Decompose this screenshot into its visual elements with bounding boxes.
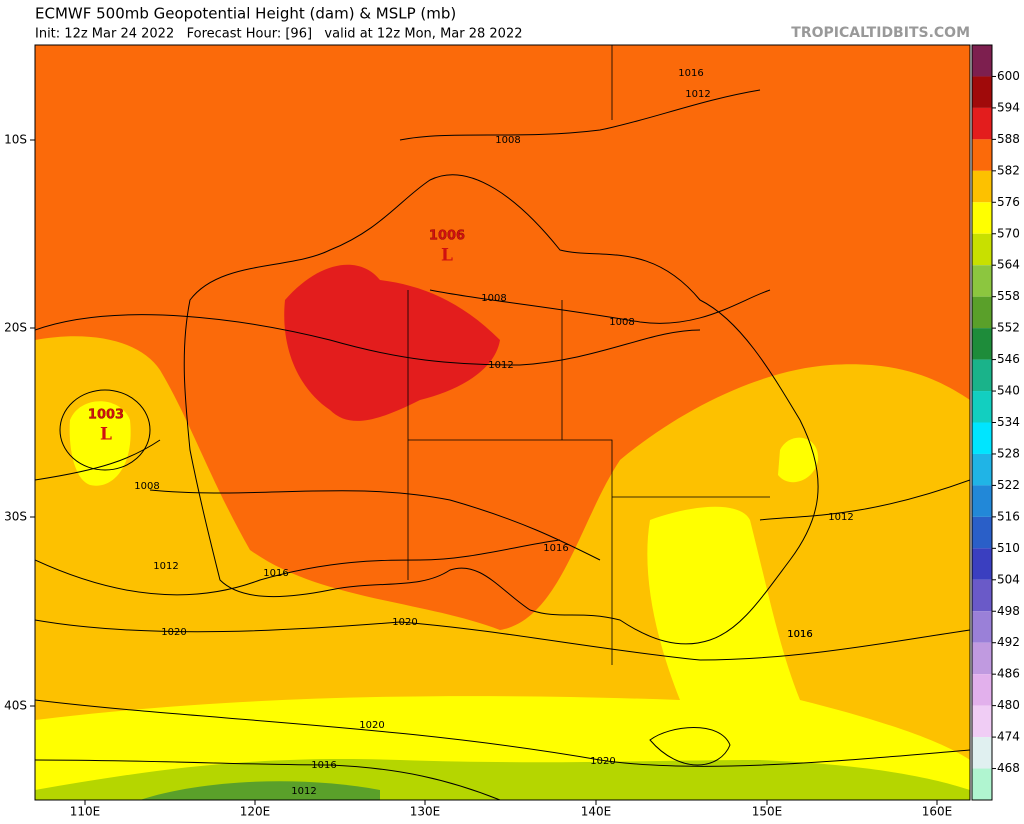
contour-label: 1012 — [153, 561, 178, 572]
low-pressure: 1003 — [88, 408, 124, 423]
colorbar-label: 504 — [997, 572, 1020, 586]
colorbar-label: 582 — [997, 163, 1020, 177]
contour-label: 1016 — [311, 760, 336, 771]
colorbar-cell — [972, 202, 992, 234]
colorbar: 600 594 588 582 576 570 564 558 552 546 540 534 528 5… — [971, 44, 1020, 801]
contour-label: 1008 — [495, 135, 520, 146]
colorbar-cell — [972, 768, 992, 800]
colorbar-cell — [972, 107, 992, 140]
contour-label: 1012 — [828, 512, 853, 523]
low-symbol: L — [441, 246, 453, 266]
lon-label: 130E — [410, 805, 441, 819]
colorbar-cell — [972, 233, 992, 266]
contour-label: 1020 — [161, 627, 186, 638]
colorbar-cell — [972, 296, 992, 329]
colorbar-cell — [972, 265, 992, 297]
colorbar-label: 492 — [997, 635, 1020, 649]
colorbar-label: 468 — [997, 761, 1020, 775]
colorbar-cell — [972, 737, 992, 769]
colorbar-label: 600 — [997, 69, 1020, 83]
colorbar-cell — [972, 76, 992, 108]
colorbar-label: 522 — [997, 478, 1020, 492]
colorbar-cell — [972, 453, 992, 486]
contour-label: 1016 — [263, 568, 288, 579]
lat-label: 30S — [4, 510, 27, 524]
contour-label: 1012 — [685, 89, 710, 100]
source: TROPICALTIDBITS.COM — [791, 25, 970, 41]
colorbar-label: 516 — [997, 509, 1020, 523]
colorbar-label: 528 — [997, 446, 1020, 460]
colorbar-label: 558 — [997, 289, 1020, 303]
contour-label: 1008 — [481, 293, 506, 304]
map-frame — [34, 44, 971, 801]
colorbar-label: 474 — [997, 730, 1020, 744]
contour-label: 1016 — [787, 629, 812, 640]
colorbar-cell — [972, 674, 992, 706]
colorbar-cell — [972, 139, 992, 171]
lon-label: 150E — [752, 805, 783, 819]
colorbar-label: 576 — [997, 195, 1020, 209]
lon-label: 120E — [240, 805, 271, 819]
colorbar-cell — [972, 485, 992, 517]
colorbar-cell — [972, 516, 992, 549]
contour-label: 1020 — [392, 617, 417, 628]
colorbar-label: 534 — [997, 415, 1020, 429]
subtitle: Init: 12z Mar 24 2022 Forecast Hour: [96… — [35, 27, 522, 42]
colorbar-label: 588 — [997, 132, 1020, 146]
low-pressure: 1006 — [429, 229, 465, 244]
colorbar-cell — [972, 359, 992, 392]
contour-label: 1012 — [291, 786, 316, 797]
contour-label: 1012 — [488, 360, 513, 371]
colorbar-cell — [972, 170, 992, 203]
colorbar-cell — [972, 328, 992, 360]
contour-label: 1016 — [543, 543, 568, 554]
colorbar-label: 540 — [997, 384, 1020, 398]
map — [35, 45, 970, 800]
lon-label: 110E — [70, 805, 101, 819]
title: ECMWF 500mb Geopotential Height (dam) & … — [35, 5, 456, 23]
colorbar-cell — [972, 642, 992, 675]
colorbar-label: 594 — [997, 100, 1020, 114]
colorbar-label: 570 — [997, 226, 1020, 240]
contour-label: 1020 — [590, 756, 615, 767]
contour-label: 1016 — [678, 68, 703, 79]
contour-label: 1008 — [609, 317, 634, 328]
colorbar-label: 564 — [997, 258, 1020, 272]
contour-label: 1020 — [359, 720, 384, 731]
colorbar-label: 546 — [997, 352, 1020, 366]
lat-label: 10S — [4, 133, 27, 147]
colorbar-cell — [972, 45, 992, 77]
colorbar-label: 498 — [997, 604, 1020, 618]
lon-label: 140E — [581, 805, 612, 819]
colorbar-cell — [972, 611, 992, 643]
contour-label: 1016 — [787, 629, 812, 640]
colorbar-label: 486 — [997, 667, 1020, 681]
colorbar-cell — [972, 391, 992, 423]
low-symbol: L — [100, 425, 112, 445]
lon-label: 160E — [922, 805, 953, 819]
colorbar-cell — [972, 422, 992, 454]
colorbar-label: 480 — [997, 698, 1020, 712]
colorbar-label: 552 — [997, 321, 1020, 335]
colorbar-cell — [972, 548, 992, 580]
contour-label: 1008 — [134, 481, 159, 492]
colorbar-cell — [972, 579, 992, 612]
colorbar-label: 510 — [997, 541, 1020, 555]
lat-label: 20S — [4, 321, 27, 335]
colorbar-cell — [972, 705, 992, 738]
lat-label: 40S — [4, 699, 27, 713]
